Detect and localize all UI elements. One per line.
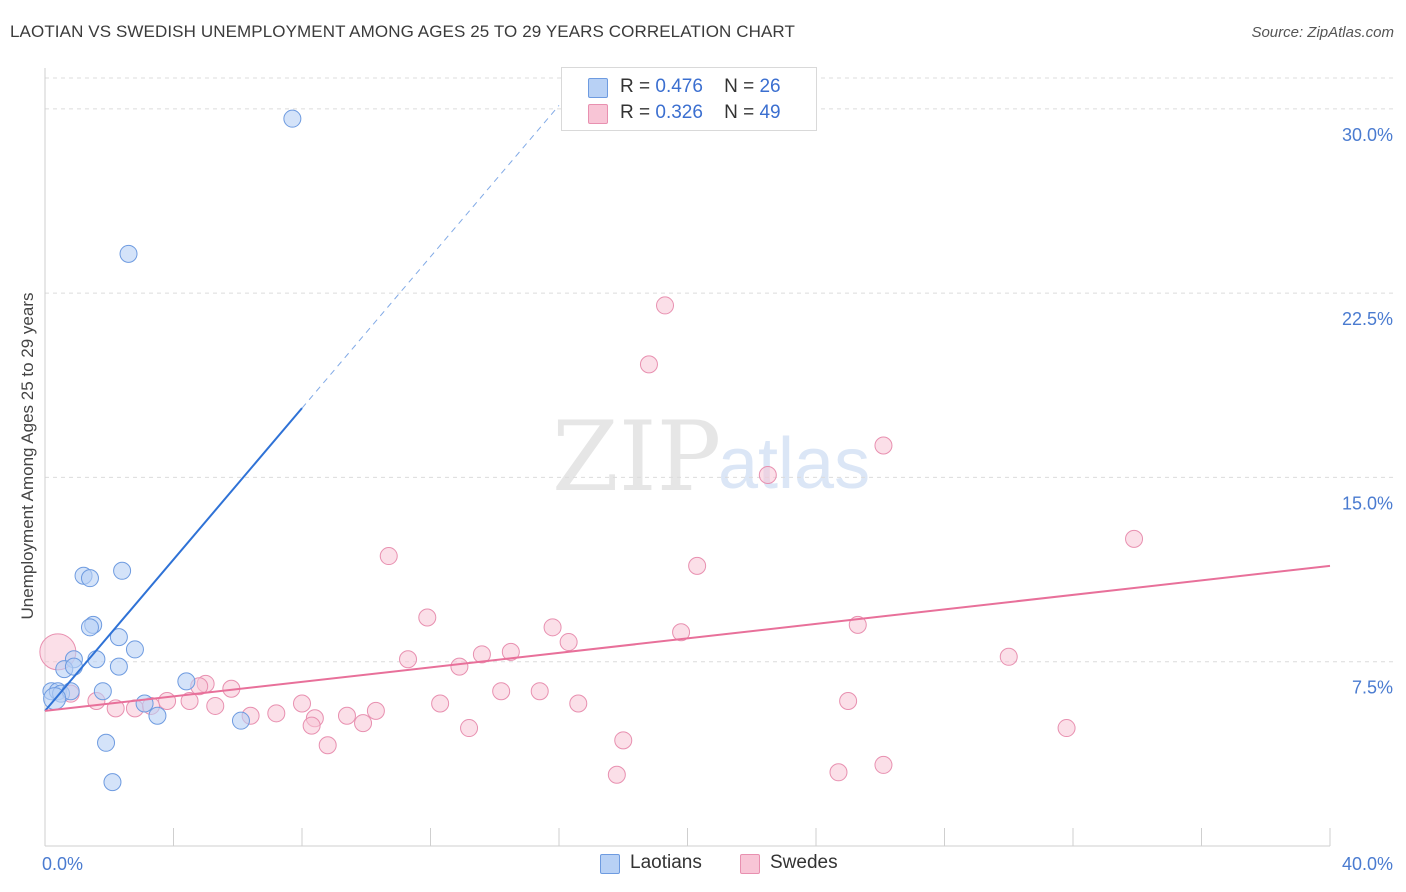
swedes-point xyxy=(639,355,658,374)
swedes-points xyxy=(39,296,1144,784)
laotians-point xyxy=(80,618,99,637)
swedes-point xyxy=(318,736,337,755)
swedes-point xyxy=(758,465,777,484)
trend-lines xyxy=(44,105,1331,712)
laotians-point xyxy=(97,733,116,752)
swedes-n-value: 49 xyxy=(759,102,781,123)
laotians-r-value: 0.476 xyxy=(655,76,703,97)
legend-r-label: R = xyxy=(620,76,651,97)
laotians-point xyxy=(148,706,167,725)
laotians-point xyxy=(109,657,128,676)
laotians-point xyxy=(283,109,302,128)
laotians-point xyxy=(93,682,112,701)
laotians-point xyxy=(231,711,250,730)
swedes-point xyxy=(460,719,479,738)
swedes-point xyxy=(337,706,356,725)
swedes-point xyxy=(293,694,311,713)
swedes-point xyxy=(672,623,691,642)
x-tick-labels: 0.0% 40.0% xyxy=(42,854,1393,874)
swedes-point xyxy=(354,714,373,733)
legend-n-label: N = xyxy=(724,102,755,123)
legend-r-label: R = xyxy=(620,102,651,123)
laotians-n-value: 26 xyxy=(759,76,781,97)
laotians-points xyxy=(42,109,302,792)
laotians-point xyxy=(103,773,122,792)
watermark-atlas: atlas xyxy=(718,424,870,504)
laotians-swatch xyxy=(600,854,620,874)
y-tick-label: 22.5% xyxy=(1342,309,1393,329)
swedes-point xyxy=(530,682,549,701)
swedes-point xyxy=(688,556,707,575)
swedes-point xyxy=(366,701,385,720)
laotians-legend-label: Laotians xyxy=(630,852,702,873)
legend: R = 0.476 N = 26 R = 0.326 N = 49 xyxy=(561,67,817,131)
swedes-point xyxy=(559,633,578,652)
swedes-r-value: 0.326 xyxy=(655,102,703,123)
swedes-point xyxy=(614,731,633,750)
swedes-swatch xyxy=(740,854,760,874)
swedes-point xyxy=(379,547,398,566)
swedes-point xyxy=(569,694,588,713)
swedes-point xyxy=(1125,529,1144,548)
swedes-point xyxy=(501,642,520,661)
swedes-swatch xyxy=(588,104,608,124)
y-tick-label: 30.0% xyxy=(1342,125,1393,145)
laotians-point xyxy=(109,628,128,647)
swedes-point xyxy=(543,618,562,637)
swedes-point xyxy=(399,650,418,669)
swedes-point xyxy=(1057,719,1076,738)
laotians-point xyxy=(80,569,99,588)
swedes-trend-line xyxy=(44,564,1331,712)
x-tick-label: 40.0% xyxy=(1342,854,1393,874)
swedes-legend-label: Swedes xyxy=(770,852,838,873)
swedes-point xyxy=(839,692,858,711)
laotians-trend-line xyxy=(44,407,303,712)
laotians-point xyxy=(135,694,154,713)
swedes-point xyxy=(431,694,450,713)
swedes-point xyxy=(874,755,893,774)
swedes-point xyxy=(607,765,626,784)
axes xyxy=(44,68,1331,847)
laotians-point xyxy=(113,561,132,580)
swedes-point xyxy=(999,647,1018,666)
laotians-point xyxy=(64,657,83,676)
y-tick-label: 7.5% xyxy=(1352,678,1393,698)
watermark-zip: ZIP xyxy=(552,401,721,513)
swedes-point xyxy=(158,692,177,711)
swedes-point xyxy=(656,296,675,315)
laotians-swatch xyxy=(588,78,608,98)
legend-n-label: N = xyxy=(724,76,755,97)
swedes-point xyxy=(267,704,286,723)
y-tick-labels: 7.5% 15.0% 22.5% 30.0% xyxy=(1342,125,1393,698)
laotians-point xyxy=(87,650,106,669)
grid-lines xyxy=(45,77,1393,663)
watermark: ZIP atlas xyxy=(552,401,870,513)
source-label: Source: ZipAtlas.com xyxy=(1251,24,1394,41)
swedes-point xyxy=(829,763,848,782)
swedes-point xyxy=(302,716,321,735)
swedes-point xyxy=(874,436,893,455)
swedes-point xyxy=(450,657,469,676)
x-tick-label: 0.0% xyxy=(42,854,83,874)
laotians-point xyxy=(177,672,196,691)
laotians-point xyxy=(119,244,138,263)
y-tick-label: 15.0% xyxy=(1342,493,1393,513)
laotians-point xyxy=(125,640,144,659)
swedes-point xyxy=(418,608,437,627)
swedes-point xyxy=(180,692,199,711)
chart-title: LAOTIAN VS SWEDISH UNEMPLOYMENT AMONG AG… xyxy=(10,22,795,41)
swedes-point xyxy=(206,696,225,715)
swedes-point xyxy=(472,645,491,664)
swedes-point xyxy=(492,682,511,701)
laotians-trend-extension xyxy=(301,105,560,409)
